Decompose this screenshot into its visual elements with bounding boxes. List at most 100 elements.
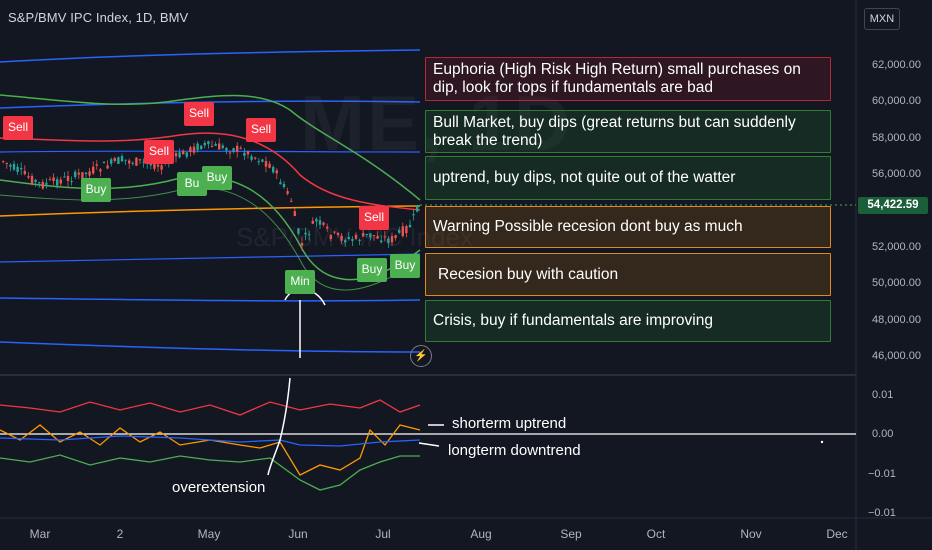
time-tick: Dec: [826, 527, 848, 541]
candle-body: [394, 235, 397, 239]
candle-body: [390, 236, 394, 243]
sell-signal[interactable]: Sell: [144, 140, 174, 164]
buy-signal[interactable]: Bu: [177, 172, 207, 196]
candle-body: [66, 176, 70, 181]
buy-signal[interactable]: Buy: [357, 258, 387, 282]
candle-body: [153, 163, 156, 169]
candle-body: [70, 181, 73, 183]
candle-body: [27, 176, 30, 178]
candle-body: [200, 145, 203, 149]
band-lower: [0, 253, 421, 263]
candle-body: [293, 211, 296, 217]
candle-body: [174, 153, 178, 157]
annotation-recesion[interactable]: Recesion buy with caution: [425, 253, 831, 296]
candle-body: [254, 157, 257, 159]
candle-body: [149, 163, 152, 166]
candle-body: [372, 235, 376, 237]
candle-body: [207, 141, 210, 145]
candle-body: [232, 148, 235, 153]
candle-body: [311, 220, 314, 224]
buy-signal[interactable]: Buy: [390, 254, 420, 278]
candle-body: [369, 233, 372, 238]
candle-body: [110, 159, 113, 164]
candle-body: [264, 161, 268, 167]
price-tick: 56,000.00: [872, 168, 921, 180]
price-tick: 58,000.00: [872, 132, 921, 144]
candle-body: [351, 239, 354, 241]
osc-tick: −0.01: [868, 507, 896, 519]
orange-trend: [0, 205, 421, 217]
candle-body: [412, 214, 415, 216]
candle-body: [131, 162, 134, 164]
candle-body: [102, 161, 106, 164]
sell-signal[interactable]: Sell: [3, 116, 33, 140]
osc-tick: 0.01: [872, 389, 894, 401]
osc-tick: −0.01: [868, 468, 896, 480]
annotation-euphoria[interactable]: Euphoria (High Risk High Return) small p…: [425, 57, 831, 101]
candle-body: [113, 158, 116, 161]
candle-body: [56, 179, 59, 186]
price-tick: 52,000.00: [872, 241, 921, 253]
candle-body: [92, 166, 95, 174]
price-tick: 46,000.00: [872, 350, 921, 362]
candle-body: [347, 236, 350, 240]
sell-signal[interactable]: Sell: [359, 206, 389, 230]
min-signal[interactable]: Min: [285, 270, 315, 294]
candle-body: [135, 157, 138, 166]
annotation-bull-market[interactable]: Bull Market, buy dips (great returns but…: [425, 110, 831, 153]
candle-body: [59, 179, 62, 184]
candle-body: [358, 239, 361, 241]
osc-orange: [0, 424, 421, 476]
buy-signal[interactable]: Buy: [202, 166, 232, 190]
lightning-icon[interactable]: ⚡: [410, 345, 432, 367]
osc-blue: [0, 435, 421, 447]
candle-body: [30, 175, 34, 185]
candle-body: [120, 155, 124, 162]
candle-body: [416, 205, 419, 212]
candle-body: [221, 145, 224, 149]
candle-body: [210, 145, 214, 147]
candle-body: [88, 171, 91, 176]
candle-body: [182, 151, 185, 155]
candle-body: [20, 168, 23, 170]
candle-body: [12, 163, 16, 170]
candle-body: [239, 147, 242, 149]
candle-body: [250, 156, 253, 160]
time-tick: Jul: [375, 527, 391, 541]
sell-signal[interactable]: Sell: [246, 118, 276, 142]
candle-body: [203, 142, 206, 146]
candle-body: [218, 143, 221, 150]
candle-body: [365, 233, 368, 236]
candle-body: [275, 170, 278, 174]
outer-band-lower: [0, 341, 421, 353]
mid-band-upper: [0, 100, 421, 109]
candle-body: [308, 234, 311, 236]
annotation-uptrend[interactable]: uptrend, buy dips, not quite out of the …: [425, 156, 831, 200]
candle-body: [322, 222, 325, 225]
candle-body: [128, 160, 131, 164]
currency-button[interactable]: MXN: [864, 8, 900, 30]
annotation-warning[interactable]: Warning Possible recesion dont buy as mu…: [425, 206, 831, 248]
candle-body: [81, 172, 84, 180]
candle-body: [178, 152, 181, 158]
candle-body: [398, 229, 401, 233]
sell-signal[interactable]: Sell: [184, 102, 214, 126]
candle-body: [225, 148, 228, 151]
note-longterm-downtrend: longterm downtrend: [448, 442, 581, 459]
candle-body: [214, 144, 217, 146]
handwritten-arrow-long: [418, 442, 440, 447]
annotation-crisis[interactable]: Crisis, buy if fundamentals are improvin…: [425, 300, 831, 342]
buy-signal[interactable]: Buy: [81, 178, 111, 202]
osc-green: [0, 454, 420, 491]
candle-body: [405, 226, 408, 234]
candle-body: [246, 151, 250, 155]
candle-body: [9, 164, 12, 167]
candle-body: [142, 161, 145, 163]
candle-body: [23, 170, 26, 175]
candle-body: [38, 182, 41, 184]
candle-body: [52, 177, 55, 182]
candle-body: [290, 200, 293, 202]
candle-body: [333, 231, 336, 233]
